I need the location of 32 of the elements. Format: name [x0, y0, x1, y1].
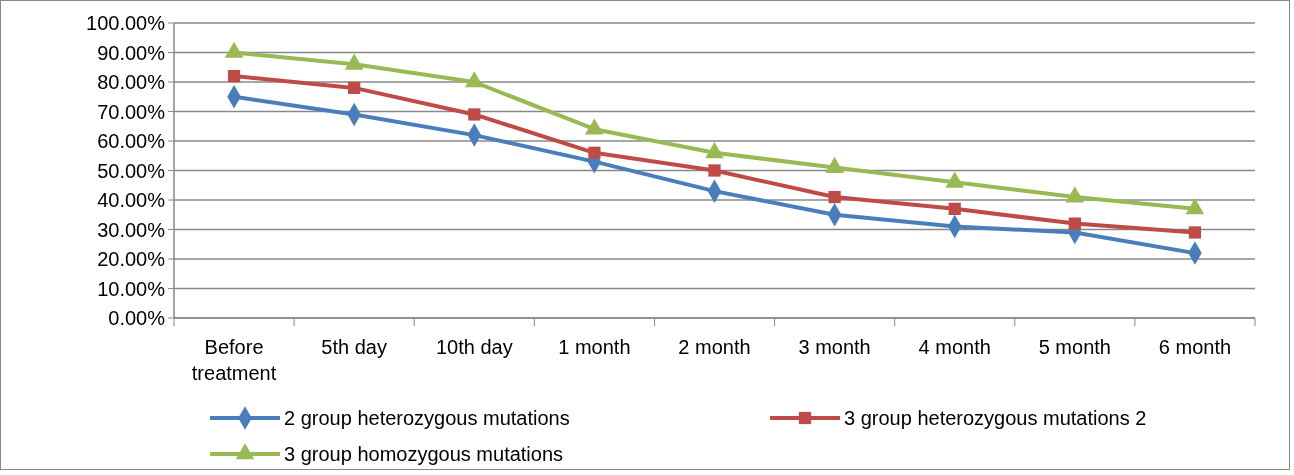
legend-label: 2 group heterozygous mutations — [284, 407, 570, 429]
x-tick-label: 3 month — [798, 336, 871, 358]
legend-label: 3 group homozygous mutations — [284, 443, 564, 465]
point — [1068, 217, 1081, 230]
point — [708, 164, 721, 177]
point — [588, 146, 601, 159]
x-tick-label: 2 month — [678, 336, 751, 358]
y-tick-label: 60.00% — [97, 130, 166, 152]
point — [948, 202, 961, 215]
point — [468, 108, 481, 121]
point — [348, 81, 361, 95]
x-tick-label: 5 month — [1038, 336, 1111, 358]
y-tick-label: 20.00% — [97, 248, 166, 270]
y-tick-label: 100.00% — [86, 12, 166, 34]
x-tick-label: 4 month — [918, 336, 991, 358]
point — [828, 190, 841, 204]
point — [1188, 226, 1202, 239]
y-tick-label: 80.00% — [97, 71, 166, 93]
y-tick-label: 0.00% — [108, 307, 166, 329]
x-tick-label: 5th day — [321, 336, 387, 358]
point — [227, 69, 241, 83]
y-tick-label: 10.00% — [97, 277, 166, 300]
legend-label: 3 group heterozygous mutations 2 — [844, 407, 1147, 429]
y-tick-label: 40.00% — [97, 189, 166, 211]
y-tick-label: 70.00% — [97, 100, 166, 123]
y-tick-label: 50.00% — [97, 159, 166, 182]
x-tick-label: Before treatment — [191, 336, 277, 384]
x-tick-label: 10th day — [435, 336, 513, 358]
x-tick-label: 6 month — [1158, 336, 1232, 358]
x-tick-label: 1 month — [558, 336, 631, 358]
y-tick-label: 30.00% — [97, 218, 166, 241]
y-tick-label: 90.00% — [97, 41, 166, 64]
